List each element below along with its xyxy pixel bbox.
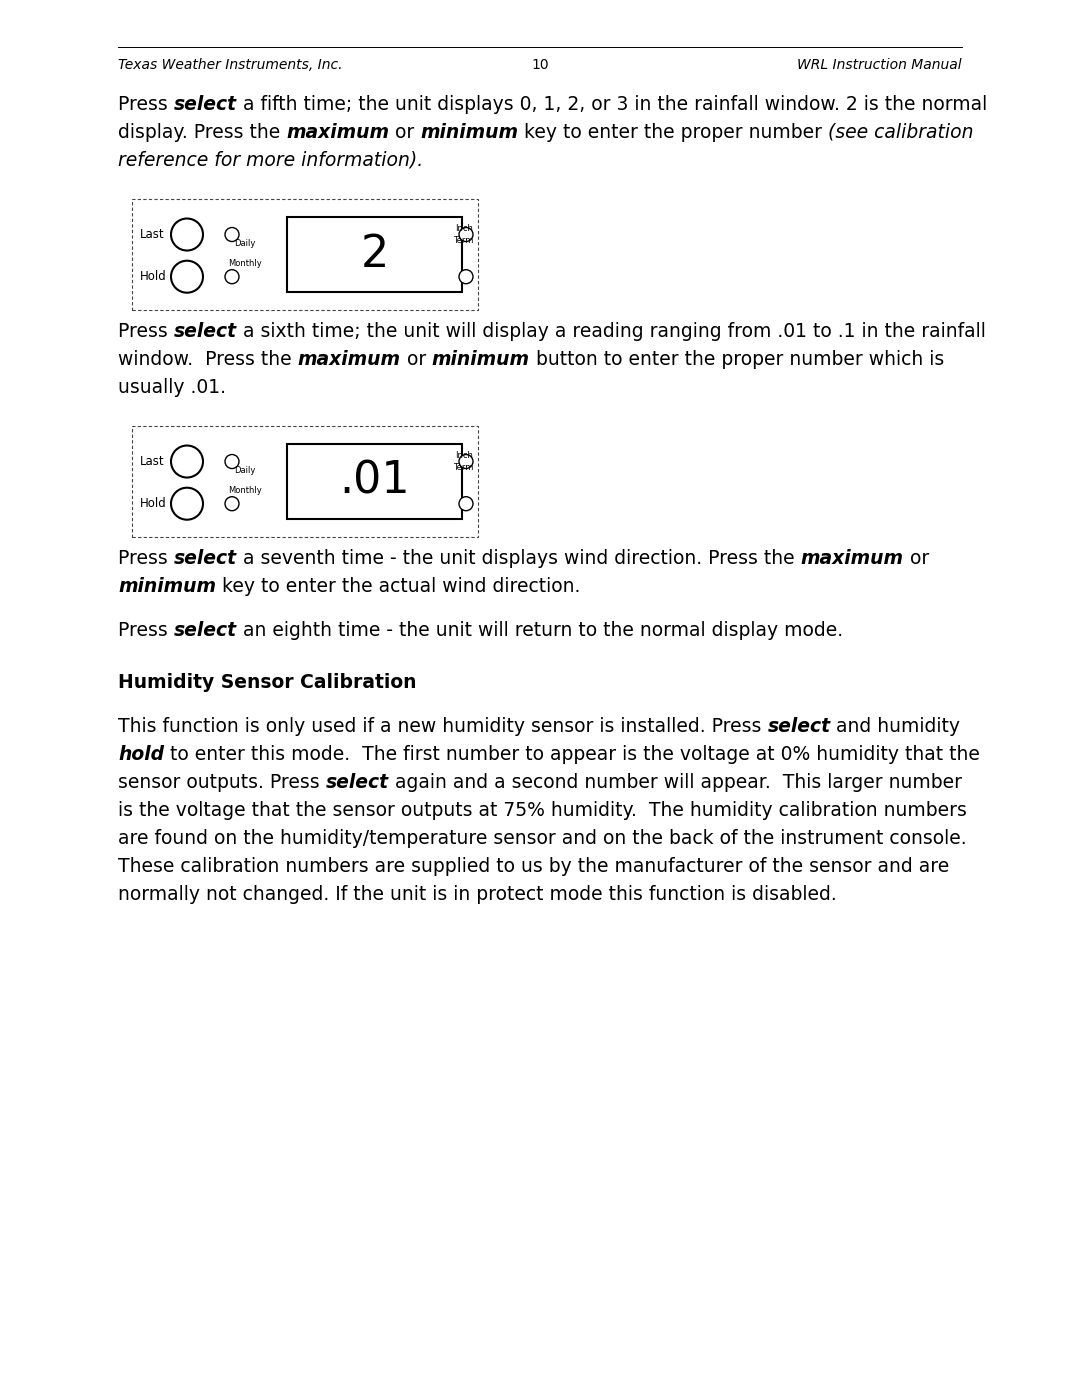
Bar [132,426,478,536]
Text: are found on the humidity/temperature sensor and on the back of the instrument c: are found on the humidity/temperature se… [118,828,967,848]
Text: Daily: Daily [234,239,256,247]
Text: Inch
Term: Inch Term [453,225,473,244]
Text: Hold: Hold [140,497,166,510]
Text: a seventh time - the unit displays wind direction. Press the: a seventh time - the unit displays wind … [237,549,800,569]
Circle shape [225,454,239,468]
Text: usually .01.: usually .01. [118,379,226,397]
Text: an eighth time - the unit will return to the normal display mode.: an eighth time - the unit will return to… [237,622,843,640]
Text: window.  Press the: window. Press the [118,351,298,369]
Text: Press: Press [118,622,174,640]
Text: WRL Instruction Manual: WRL Instruction Manual [797,59,962,73]
Circle shape [459,497,473,511]
Circle shape [225,228,239,242]
Text: Monthly: Monthly [228,258,261,268]
Text: select: select [174,622,237,640]
Circle shape [459,454,473,468]
Text: These calibration numbers are supplied to us by the manufacturer of the sensor a: These calibration numbers are supplied t… [118,856,949,876]
Text: Humidity Sensor Calibration: Humidity Sensor Calibration [118,673,417,692]
Text: select: select [174,95,237,115]
Circle shape [171,218,203,250]
Text: Press: Press [118,95,174,115]
Text: select: select [174,549,237,569]
Text: normally not changed. If the unit is in protect mode this function is disabled.: normally not changed. If the unit is in … [118,886,837,904]
Text: (see calibration: (see calibration [828,123,974,142]
Circle shape [459,270,473,284]
Text: minimum: minimum [420,123,518,142]
Text: or: or [401,351,432,369]
Bar [132,198,478,310]
Circle shape [225,270,239,284]
Text: minimum: minimum [432,351,530,369]
Text: 10: 10 [531,59,549,73]
Circle shape [171,488,203,520]
Text: key to enter the proper number: key to enter the proper number [518,123,828,142]
Circle shape [459,228,473,242]
Text: Press: Press [118,321,174,341]
Text: hold: hold [118,745,164,764]
Text: select: select [326,773,389,792]
Text: a sixth time; the unit will display a reading ranging from .01 to .1 in the rain: a sixth time; the unit will display a re… [237,321,986,341]
Text: to enter this mode.  The first number to appear is the voltage at 0% humidity th: to enter this mode. The first number to … [164,745,980,764]
Text: This function is only used if a new humidity sensor is installed. Press: This function is only used if a new humi… [118,717,768,736]
Text: is the voltage that the sensor outputs at 75% humidity.  The humidity calibratio: is the voltage that the sensor outputs a… [118,800,967,820]
Text: maximum: maximum [800,549,904,569]
Text: and humidity: and humidity [831,717,960,736]
Text: Hold: Hold [140,270,166,284]
Text: display. Press the: display. Press the [118,123,286,142]
Text: a fifth time; the unit displays 0, 1, 2, or 3 in the rainfall window. 2 is the n: a fifth time; the unit displays 0, 1, 2,… [237,95,987,115]
Text: Texas Weather Instruments, Inc.: Texas Weather Instruments, Inc. [118,59,342,73]
Text: again and a second number will appear.  This larger number: again and a second number will appear. T… [389,773,962,792]
Text: 2: 2 [361,233,389,277]
Text: select: select [768,717,831,736]
Circle shape [171,261,203,293]
Text: Monthly: Monthly [228,486,261,495]
Text: maximum: maximum [298,351,401,369]
Text: button to enter the proper number which is: button to enter the proper number which … [530,351,944,369]
Text: Daily: Daily [234,467,256,475]
Text: or: or [904,549,929,569]
Circle shape [225,497,239,511]
Text: select: select [174,321,237,341]
Text: key to enter the actual wind direction.: key to enter the actual wind direction. [216,577,580,597]
Text: or: or [389,123,420,142]
Text: Inch
Term: Inch Term [453,451,473,472]
Circle shape [171,446,203,478]
Text: Last: Last [140,455,164,468]
Bar [287,444,462,520]
Text: minimum: minimum [118,577,216,597]
Text: Last: Last [140,228,164,242]
Text: Press: Press [118,549,174,569]
Bar [287,217,462,292]
Text: reference for more information).: reference for more information). [118,151,423,170]
Text: .01: .01 [339,460,409,503]
Text: maximum: maximum [286,123,389,142]
Text: sensor outputs. Press: sensor outputs. Press [118,773,326,792]
